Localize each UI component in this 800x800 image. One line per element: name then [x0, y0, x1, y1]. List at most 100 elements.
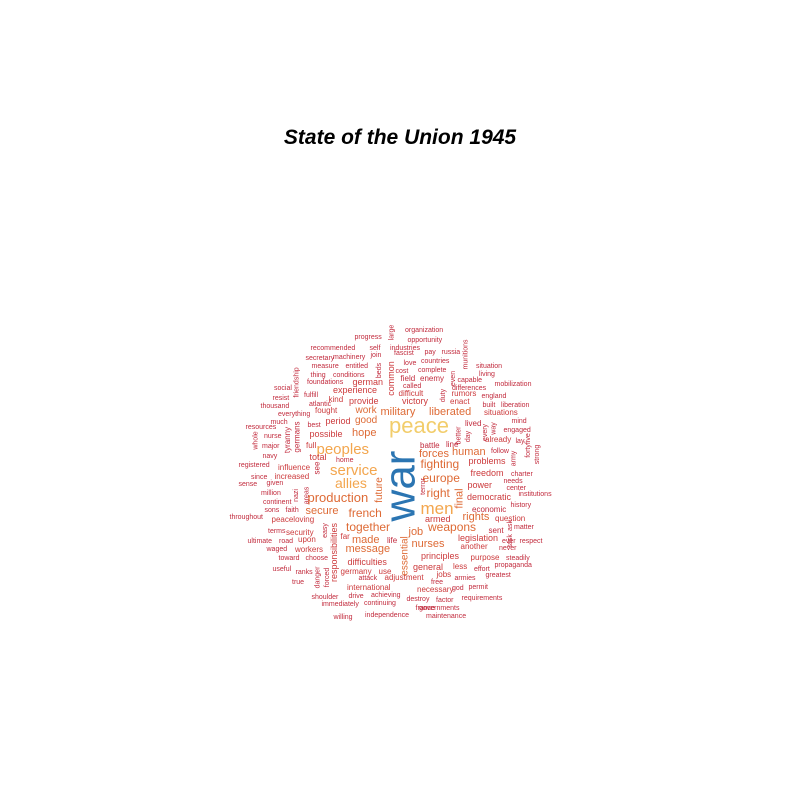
word-nurse: nurse [264, 432, 282, 440]
word-capable: capable [457, 376, 483, 384]
word-atlantic: atlantic [309, 400, 332, 408]
word-never: never [499, 544, 517, 552]
word-social: social [274, 384, 292, 392]
word-nurses: nurses [411, 537, 445, 550]
word-needs: needs [503, 477, 523, 485]
word-faith: faith [285, 506, 299, 514]
word-shoulder: shoulder [311, 593, 339, 601]
word-ultimate: ultimate [247, 537, 273, 545]
word-enact: enact [450, 397, 470, 406]
word-situation: situation [476, 362, 503, 370]
word-sent: sent [488, 526, 504, 535]
word-history: history [510, 501, 532, 509]
word-german: german [352, 376, 384, 387]
word-production: production [307, 489, 369, 505]
word-terror: terror [419, 477, 427, 495]
word-field: field [400, 374, 416, 383]
word-toward: toward [278, 554, 300, 562]
word-rights: rights [462, 510, 490, 523]
word-thing: thing [310, 371, 326, 379]
word-europe: europe [422, 471, 460, 485]
word-less: less [453, 562, 468, 571]
word-maintenance: maintenance [426, 612, 467, 620]
word-conditions: conditions [333, 371, 365, 379]
word-cost: cost [395, 367, 409, 375]
word-increased: increased [274, 472, 310, 481]
word-general: general [413, 561, 444, 572]
word-common: common [385, 360, 396, 396]
word-fighting: fighting [420, 457, 460, 471]
word-together: together [346, 520, 391, 534]
word-since: since [251, 473, 268, 481]
word-engaged: engaged [503, 426, 531, 434]
word-already: already [485, 435, 512, 444]
word-everything: everything [278, 410, 311, 418]
word-terms: terms [268, 527, 286, 535]
word-problems: problems [468, 455, 506, 466]
word-progress: progress [354, 333, 382, 341]
word-allies: allies [335, 475, 367, 491]
word-center: center [506, 484, 526, 492]
word-see: see [311, 461, 321, 475]
word-necessary: necessary [417, 585, 454, 594]
word-major: major [262, 442, 280, 450]
word-achieving: achieving [371, 591, 401, 599]
word-essential: essential [399, 536, 411, 576]
word-french: french [348, 506, 382, 520]
word-influence: influence [278, 463, 311, 472]
word-effort: effort [474, 565, 490, 573]
word-fought: fought [315, 406, 338, 415]
word-road: road [279, 537, 294, 545]
word-requirements: requirements [461, 594, 503, 602]
word-right: right [426, 486, 450, 500]
word-beds: beds [375, 362, 383, 378]
word-hope: hope [352, 426, 377, 439]
word-forced: forced [323, 567, 331, 587]
word-kind: kind [328, 395, 344, 404]
word-freedom: freedom [470, 467, 504, 478]
word-registered: registered [238, 461, 270, 469]
word-love: love [403, 359, 417, 367]
word-friendship: friendship [293, 366, 301, 398]
word-principles: principles [421, 550, 460, 561]
word-fascist: fascist [394, 349, 414, 357]
word-strong: strong [533, 444, 541, 464]
word-tyranny: tyranny [283, 426, 293, 454]
word-willing: willing [333, 613, 353, 621]
word-areas: areas [303, 486, 311, 504]
word-rumors: rumors [451, 389, 477, 398]
word-power: power [467, 479, 493, 490]
word-upon: upon [298, 535, 316, 544]
word-attack: attack [358, 574, 378, 582]
word-difficulties: difficulties [347, 556, 387, 567]
word-international: international [347, 583, 391, 592]
word-navy: navy [262, 452, 278, 460]
word-secure: secure [305, 504, 339, 517]
word-men: men [420, 498, 454, 518]
word-secretary: secretary [305, 354, 335, 362]
word-waged: waged [266, 545, 288, 553]
word-thousand: thousand [260, 402, 290, 410]
cloud-title: State of the Union 1945 [283, 126, 517, 149]
word-made: made [352, 533, 380, 546]
word-complete: complete [418, 366, 447, 374]
word-called: called [403, 382, 422, 390]
word-military: military [380, 405, 416, 418]
word-another: another [460, 542, 488, 551]
word-independence: independence [365, 611, 409, 619]
word-germany: germany [340, 567, 372, 576]
word-propaganda: propaganda [494, 561, 532, 569]
word-matter: matter [514, 523, 534, 531]
word-true: true [292, 578, 305, 586]
word-opportunity: opportunity [407, 336, 443, 344]
word-respect: respect [519, 537, 543, 545]
word-god: god [452, 584, 464, 592]
word-every: every [481, 423, 489, 441]
word-immediately: immediately [321, 600, 359, 608]
word-peoples: peoples [316, 440, 370, 458]
word-service: service [330, 461, 378, 479]
word-differences: differences [452, 384, 487, 392]
word-way: way [490, 421, 498, 435]
word-peace: peace [389, 413, 449, 438]
word-million: million [261, 489, 281, 497]
